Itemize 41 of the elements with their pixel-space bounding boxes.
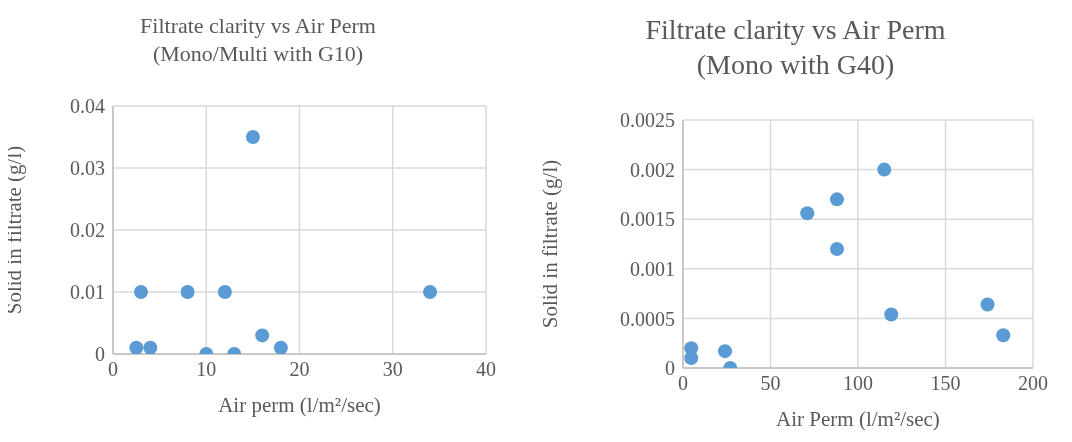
y-tick-label: 0.002 <box>630 158 675 181</box>
point <box>877 162 892 177</box>
point <box>980 297 995 312</box>
x-tick-label: 30 <box>382 358 403 381</box>
y-tick-label: 0.0025 <box>620 109 675 132</box>
point <box>180 285 195 299</box>
chart-title: Filtrate clarity vs Air Perm (Mono with G40) <box>644 13 947 82</box>
point <box>884 307 899 322</box>
point <box>217 285 232 299</box>
point <box>996 328 1011 343</box>
point <box>423 285 438 299</box>
x-tick-label: 40 <box>476 358 496 381</box>
y-tick-label: 0 <box>95 343 105 366</box>
x-tick-label: 150 <box>930 372 961 395</box>
y-tick-label: 0.03 <box>70 157 105 180</box>
chart-title: Filtrate clarity vs Air Perm (Mono/Multi with G10) <box>139 12 377 68</box>
point <box>143 340 158 354</box>
x-tick-label: 10 <box>196 358 217 381</box>
point <box>718 344 732 359</box>
x-tick-label: 50 <box>760 372 781 395</box>
y-tick-label: 0.01 <box>70 281 105 304</box>
x-tick-label: 20 <box>289 358 310 381</box>
point <box>245 130 260 144</box>
point <box>830 192 844 207</box>
y-axis-title: Solid in filtrate (g/l) <box>538 159 563 329</box>
y-tick-label: 0.04 <box>70 95 105 118</box>
point <box>830 241 844 256</box>
point <box>133 285 148 299</box>
x-tick-label: 100 <box>843 372 873 395</box>
point <box>800 206 815 221</box>
point <box>273 340 288 354</box>
point <box>684 351 699 366</box>
x-axis-title: Air perm (l/m²/sec) <box>218 393 381 417</box>
y-tick-label: 0.0015 <box>620 208 675 231</box>
x-tick-label: 200 <box>1018 372 1048 395</box>
y-tick-label: 0.02 <box>70 219 105 242</box>
point <box>129 340 144 354</box>
y-tick-label: 0.0005 <box>620 307 675 330</box>
y-tick-label: 0.001 <box>630 257 675 280</box>
x-axis-title: Air Perm (l/m²/sec) <box>776 407 940 431</box>
point <box>255 328 270 343</box>
